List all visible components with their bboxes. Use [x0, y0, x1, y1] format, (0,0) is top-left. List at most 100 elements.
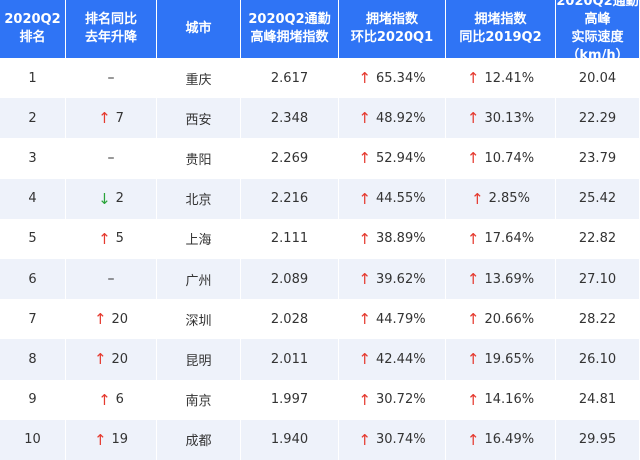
header-line: 环比2020Q1 [350, 30, 434, 45]
header-line: 2020Q2通勤高峰 [556, 0, 639, 27]
qoq-value: 38.89% [376, 231, 426, 247]
city-name: 重庆 [185, 72, 212, 88]
speed-cell: 27.10 [556, 258, 640, 300]
yoy-value: 30.13% [484, 110, 535, 126]
yoy-value: 16.49% [484, 432, 535, 448]
qoq-value: 44.79% [376, 311, 426, 327]
rank-change-cell: – [66, 258, 157, 300]
qoq-cell: ↑ 38.89% [339, 218, 446, 259]
rank-cell: 7 [0, 299, 66, 340]
yoy-cell: ↑ 16.49% [446, 419, 556, 460]
no-change-dash: – [107, 70, 115, 87]
yoy-value: 2.85% [488, 191, 530, 207]
qoq-cell: ↑ 52.94% [339, 138, 446, 179]
arrow-up-icon: ↑ [466, 390, 480, 409]
rank-cell: 3 [0, 138, 66, 179]
rank-value: 5 [28, 231, 37, 247]
qoq-cell: ↑ 39.62% [339, 258, 446, 300]
rank-cell: 4 [0, 178, 66, 219]
header-line: 同比2019Q2 [459, 30, 542, 45]
yoy-cell: ↑ 20.66% [446, 299, 556, 340]
arrow-up-icon: ↑ [358, 109, 371, 128]
yoy-value: 13.69% [484, 271, 535, 287]
yoy-cell: ↑ 2.85% [446, 178, 556, 219]
city-name: 贵阳 [185, 152, 212, 168]
qoq-value: 30.74% [376, 432, 426, 448]
rank-change-value: 20 [111, 351, 129, 367]
city-name: 上海 [185, 233, 212, 249]
header-line: 拥堵指数 [365, 12, 418, 27]
yoy-cell: ↑ 17.64% [446, 218, 556, 259]
yoy-value: 14.16% [484, 392, 535, 408]
yoy-value: 12.41% [484, 70, 535, 86]
qoq-value: 30.72% [376, 392, 426, 408]
rank-change-cell: ↑ 7 [66, 98, 157, 139]
congestion-index-value: 2.028 [270, 311, 309, 327]
header-line: 2020Q2 [4, 12, 61, 27]
yoy-value: 20.66% [484, 311, 535, 327]
yoy-cell: ↑ 13.69% [446, 258, 556, 300]
arrow-up-icon: ↑ [466, 109, 480, 128]
rank-cell: 5 [0, 218, 66, 259]
yoy-value: 19.65% [484, 351, 535, 367]
yoy-value: 10.74% [484, 150, 535, 166]
qoq-value: 42.44% [376, 351, 426, 367]
rank-change-cell: – [66, 138, 157, 179]
rank-value: 4 [28, 191, 37, 207]
header-line: 城市 [185, 21, 212, 36]
rank-cell: 9 [0, 379, 66, 420]
arrow-up-icon: ↑ [358, 229, 371, 248]
city-name: 北京 [185, 193, 212, 209]
yoy-cell: ↑ 10.74% [446, 138, 556, 179]
city-cell: 西安 [157, 98, 241, 139]
rank-change-value: 19 [111, 432, 129, 448]
rank-cell: 6 [0, 258, 66, 300]
speed-value: 27.10 [578, 271, 617, 287]
congestion-index-value: 2.089 [270, 271, 309, 287]
arrow-up-icon: ↑ [358, 350, 371, 369]
speed-value: 22.29 [578, 110, 617, 126]
qoq-cell: ↑ 30.74% [339, 419, 446, 460]
arrow-up-icon: ↑ [98, 109, 111, 128]
arrow-down-icon: ↓ [98, 189, 111, 208]
yoy-cell: ↑ 30.13% [446, 98, 556, 139]
yoy-cell: ↑ 19.65% [446, 339, 556, 380]
arrow-up-icon: ↑ [358, 270, 371, 289]
congestion-index-cell: 2.111 [241, 218, 339, 259]
city-cell: 北京 [157, 178, 241, 219]
speed-cell: 22.82 [556, 218, 640, 259]
speed-cell: 22.29 [556, 98, 640, 139]
arrow-up-icon: ↑ [466, 229, 480, 248]
rank-value: 6 [28, 271, 37, 287]
rank-value: 8 [28, 351, 37, 367]
rank-change-cell: – [66, 58, 157, 99]
arrow-up-icon: ↑ [358, 390, 371, 409]
speed-cell: 28.22 [556, 299, 640, 340]
rank-cell: 8 [0, 339, 66, 380]
congestion-index-value: 2.216 [270, 191, 309, 207]
speed-cell: 20.04 [556, 58, 640, 99]
no-change-dash: – [107, 271, 115, 288]
speed-cell: 26.10 [556, 339, 640, 380]
speed-cell: 25.42 [556, 178, 640, 219]
rank-value: 2 [28, 110, 37, 126]
city-name: 广州 [185, 273, 212, 289]
rank-change-cell: ↑ 6 [66, 379, 157, 420]
qoq-value: 52.94% [376, 150, 426, 166]
congestion-index-value: 1.997 [270, 392, 309, 408]
header-speed: 2020Q2通勤高峰 实际速度（km/h） [556, 0, 640, 63]
speed-cell: 29.95 [556, 419, 640, 460]
header-qoq: 拥堵指数环比2020Q1 [339, 0, 446, 58]
speed-value: 29.95 [578, 432, 617, 448]
speed-value: 28.22 [578, 311, 617, 327]
congestion-index-cell: 2.011 [241, 339, 339, 380]
arrow-up-icon: ↑ [358, 430, 371, 449]
city-cell: 上海 [157, 218, 241, 259]
arrow-up-icon: ↑ [98, 390, 111, 409]
qoq-value: 65.34% [376, 70, 426, 86]
rank-change-cell: ↑ 20 [66, 339, 157, 380]
header-line: 排名 [19, 30, 46, 45]
header-line: 排名同比 [84, 12, 137, 27]
speed-value: 23.79 [578, 150, 617, 166]
